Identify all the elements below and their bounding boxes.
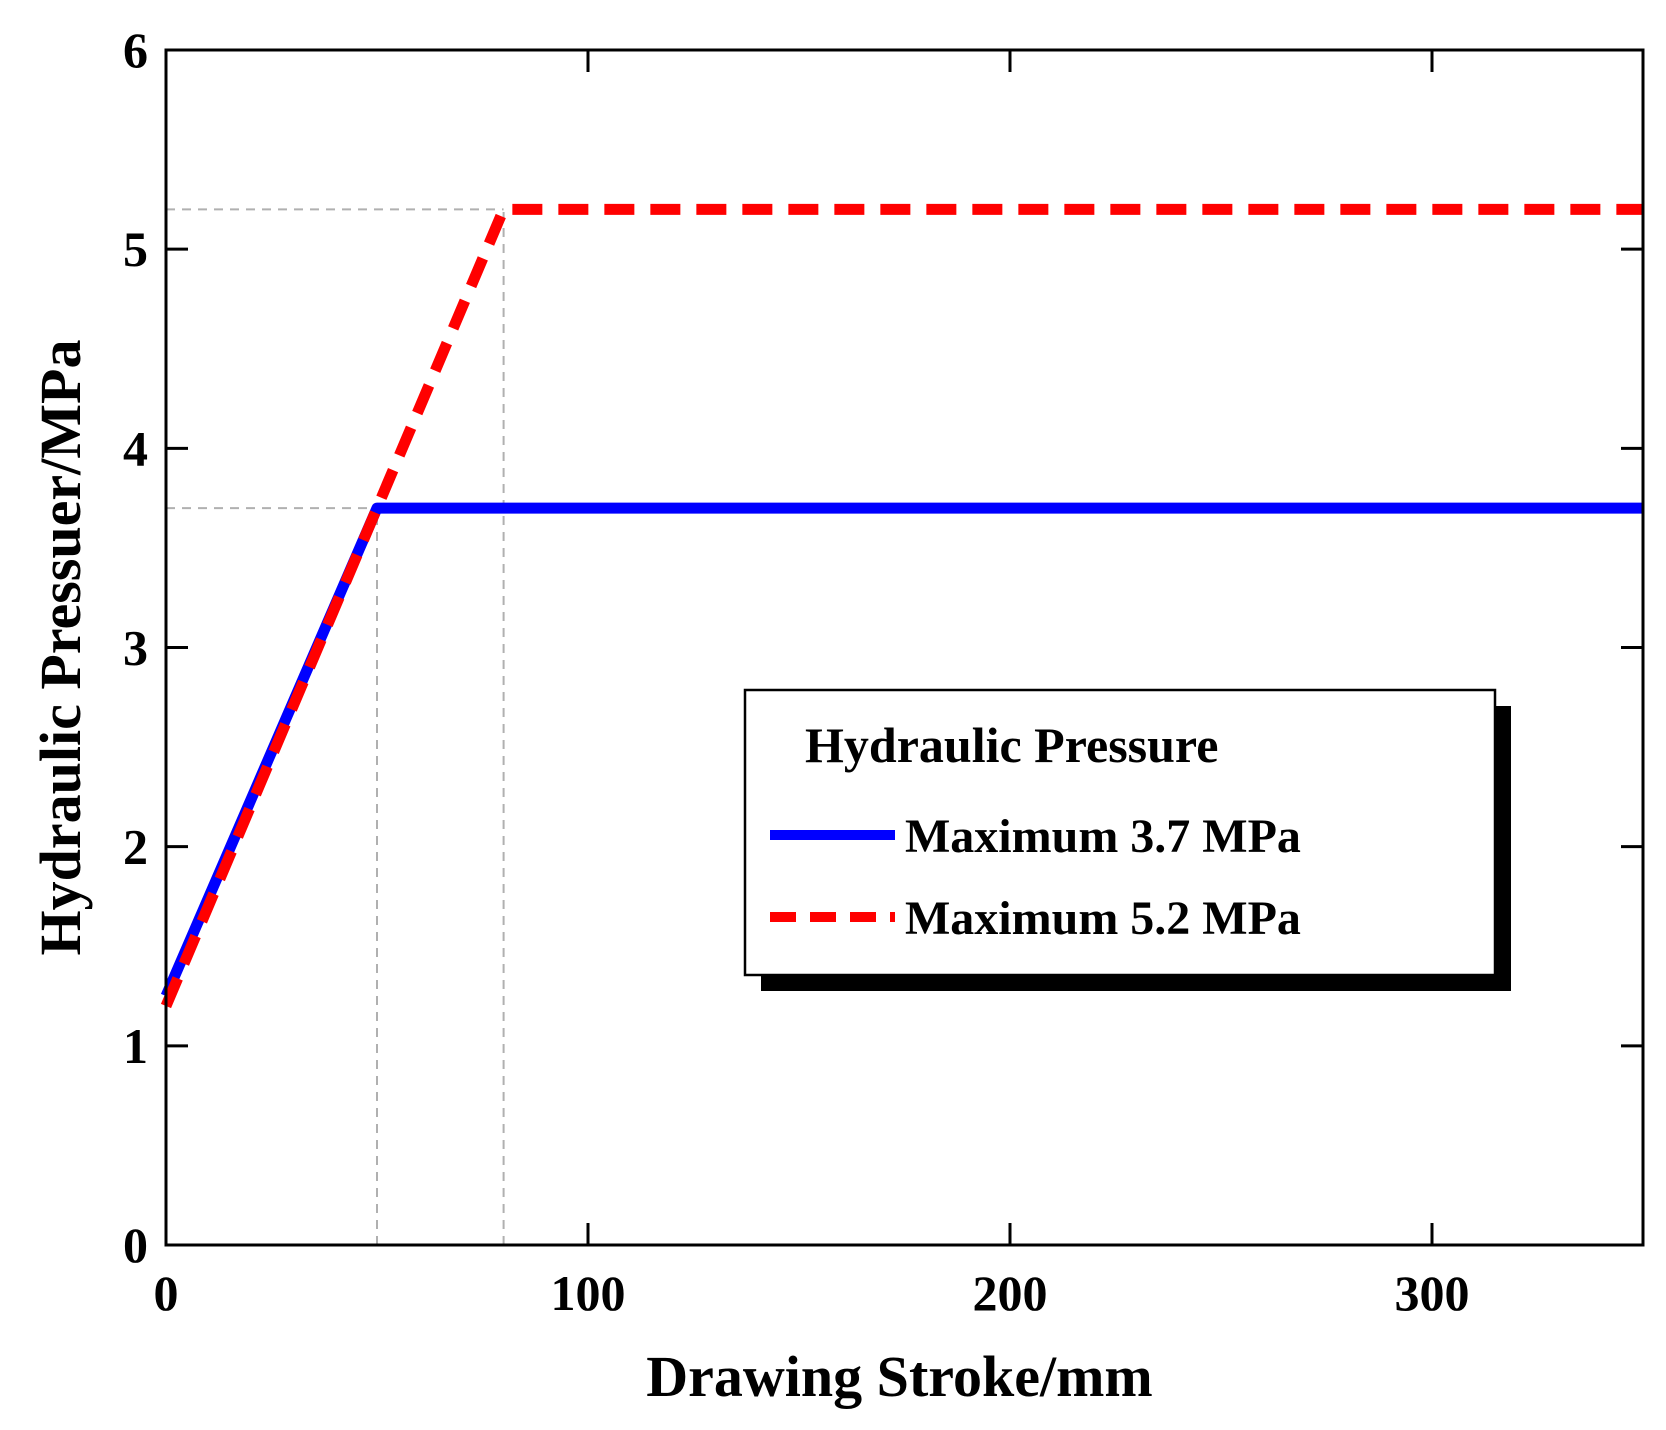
y-tick-label: 1 [123,1018,148,1074]
x-tick-label: 200 [973,1265,1048,1321]
y-tick-label: 2 [123,819,148,875]
x-tick-label: 100 [551,1265,626,1321]
y-tick-label: 5 [123,221,148,277]
series-lines [160,203,1643,1009]
series-line-2 [160,203,1643,1009]
reference-lines [166,208,505,1245]
y-axis-title: Hydraulic Pressuer/MPa [28,340,93,956]
legend: Hydraulic Pressure Maximum 3.7 MPa Maxim… [743,688,1511,991]
x-tick-label: 0 [154,1265,179,1321]
y-tick-label: 6 [123,22,148,78]
x-tick-label: 300 [1395,1265,1470,1321]
y-tick-label: 3 [123,620,148,676]
legend-label-series-1: Maximum 3.7 MPa [905,810,1301,863]
y-tick-label: 0 [123,1217,148,1273]
legend-label-series-2: Maximum 5.2 MPa [905,892,1301,945]
x-axis-title: Drawing Stroke/mm [646,1344,1152,1409]
plot-frame [164,48,1645,1247]
axis-ticks: 0 100 200 300 0 1 2 3 4 5 6 [123,22,1643,1321]
legend-title: Hydraulic Pressure [805,717,1218,773]
y-tick-label: 4 [123,420,148,476]
